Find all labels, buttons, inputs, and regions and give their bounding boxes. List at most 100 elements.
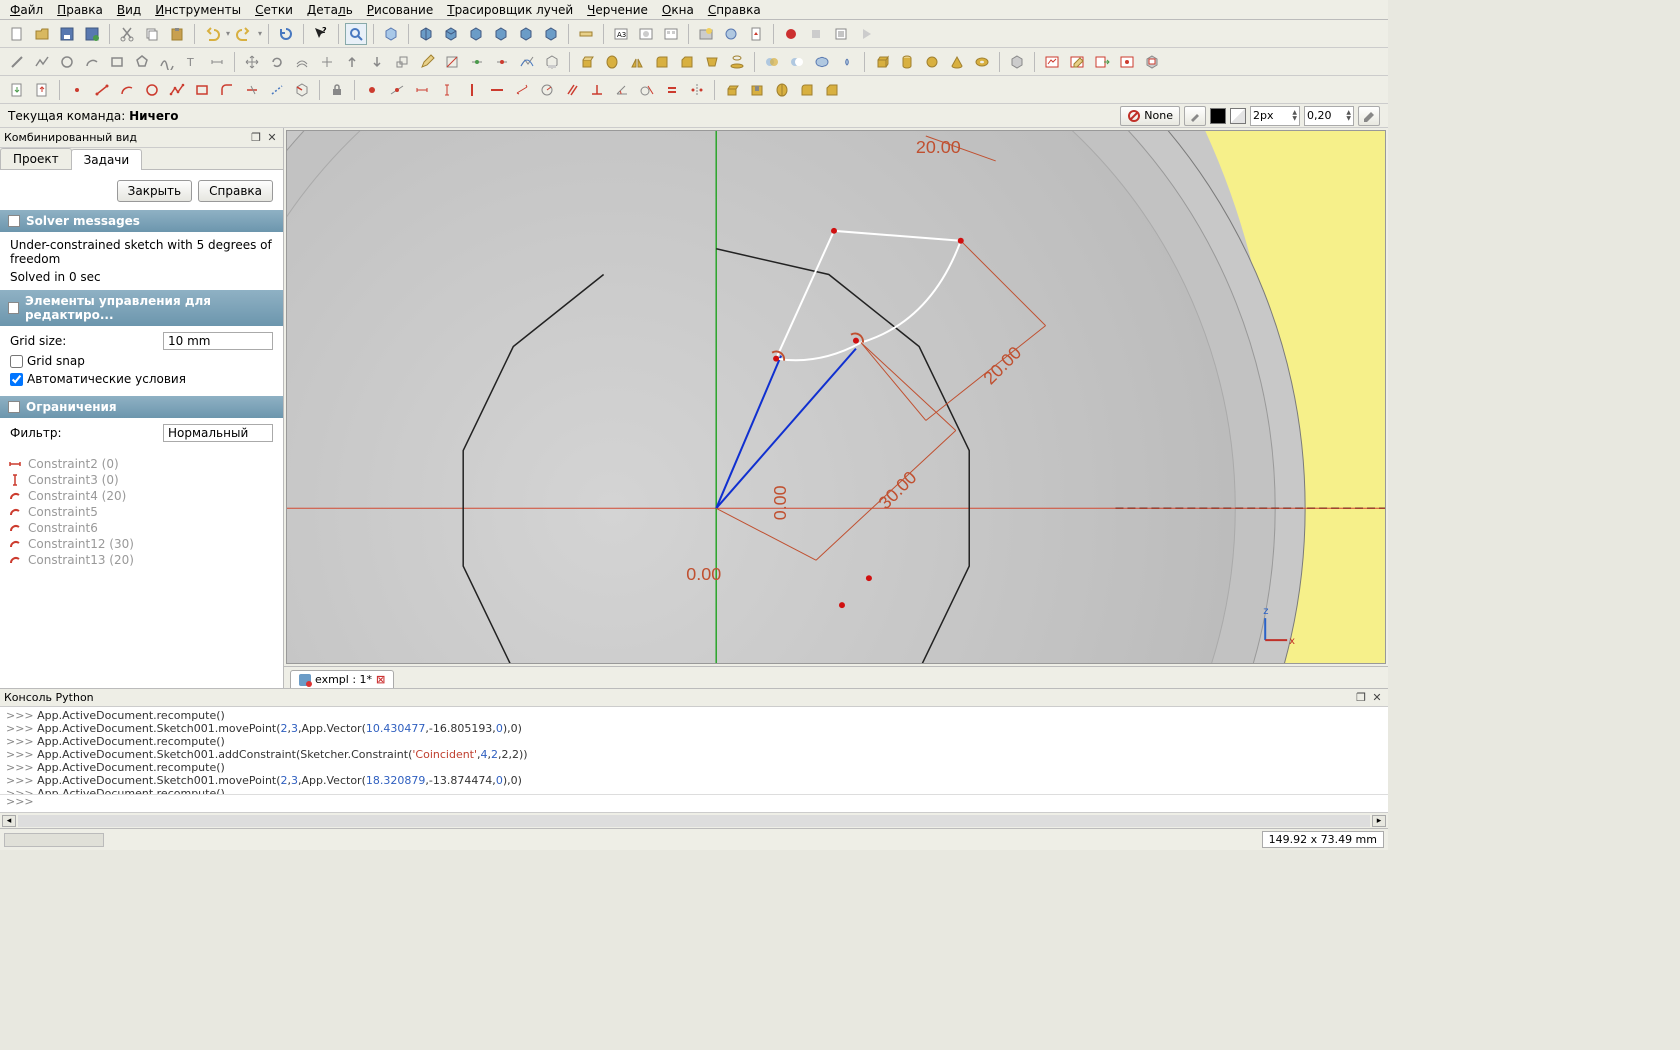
panel-close-icon[interactable]: ✕ <box>265 131 279 145</box>
refresh-icon[interactable] <box>275 23 297 45</box>
draft-upgrade-icon[interactable] <box>341 51 363 73</box>
edit-controls-header[interactable]: Элементы управления для редактиро... <box>0 290 283 326</box>
sk-external-icon[interactable] <box>291 79 313 101</box>
whats-this-icon[interactable]: ? <box>310 23 332 45</box>
constraint-item[interactable]: Constraint13 (20) <box>8 552 275 568</box>
panel-undock-icon[interactable]: ❐ <box>1354 691 1368 705</box>
open-file-icon[interactable] <box>31 23 53 45</box>
draft-bspline-icon[interactable] <box>156 51 178 73</box>
panel-close-icon[interactable]: ✕ <box>1370 691 1384 705</box>
sk-polyline-icon[interactable] <box>166 79 188 101</box>
view-right-icon[interactable] <box>465 23 487 45</box>
ray-new-icon[interactable] <box>695 23 717 45</box>
page-a3-icon[interactable]: A3 <box>610 23 632 45</box>
constraint-item[interactable]: Constraint4 (20) <box>8 488 275 504</box>
menu-mesh[interactable]: Сетки <box>255 3 293 17</box>
status-resize-handle[interactable] <box>4 833 104 847</box>
python-output[interactable]: >>> App.ActiveDocument.recompute()>>> Ap… <box>0 707 1388 794</box>
view-front-icon[interactable] <box>415 23 437 45</box>
sk-circle-icon[interactable] <box>141 79 163 101</box>
solver-section-header[interactable]: Solver messages <box>0 210 283 232</box>
view-top-icon[interactable] <box>440 23 462 45</box>
menu-tools[interactable]: Инструменты <box>155 3 241 17</box>
part-torus-icon[interactable] <box>971 51 993 73</box>
tab-tasks[interactable]: Задачи <box>71 149 143 170</box>
draft-rotate-icon[interactable] <box>266 51 288 73</box>
cons-distx-icon[interactable] <box>411 79 433 101</box>
sk-rect-icon[interactable] <box>191 79 213 101</box>
save-as-icon[interactable] <box>81 23 103 45</box>
sketch-view-icon[interactable] <box>1116 51 1138 73</box>
part-mirror-icon[interactable] <box>626 51 648 73</box>
cons-equal-icon[interactable] <box>661 79 683 101</box>
cons-symmetric-icon[interactable] <box>686 79 708 101</box>
undo-icon[interactable] <box>201 23 223 45</box>
cons-lock-icon[interactable] <box>326 79 348 101</box>
draft-move-icon[interactable] <box>241 51 263 73</box>
draft-rect-icon[interactable] <box>106 51 128 73</box>
menu-windows[interactable]: Окна <box>662 3 694 17</box>
macro-play-icon[interactable] <box>855 23 877 45</box>
brush-style-button[interactable] <box>1184 106 1206 126</box>
cons-parallel-icon[interactable] <box>561 79 583 101</box>
cons-disty-icon[interactable] <box>436 79 458 101</box>
part-extrude-icon[interactable] <box>576 51 598 73</box>
constraint-item[interactable]: Constraint3 (0) <box>8 472 275 488</box>
3d-viewport[interactable]: 20.0020.0030.000.000.00 z x <box>286 130 1386 664</box>
draft-arc-icon[interactable] <box>81 51 103 73</box>
page-view-icon[interactable] <box>635 23 657 45</box>
part-common-icon[interactable] <box>836 51 858 73</box>
draft-none-button[interactable]: None <box>1120 106 1180 126</box>
pd-chamfer-icon[interactable] <box>821 79 843 101</box>
draft-offset-icon[interactable] <box>291 51 313 73</box>
cons-coincident-icon[interactable] <box>361 79 383 101</box>
line-color-swatch[interactable] <box>1210 108 1226 124</box>
save-icon[interactable] <box>56 23 78 45</box>
draft-text-icon[interactable]: T <box>181 51 203 73</box>
scroll-left-icon[interactable]: ◂ <box>2 815 16 827</box>
draft-delpoint-icon[interactable] <box>491 51 513 73</box>
grid-size-input[interactable] <box>163 332 273 350</box>
zoom-fit-icon[interactable] <box>345 23 367 45</box>
pd-pocket-icon[interactable] <box>746 79 768 101</box>
pd-pad-icon[interactable] <box>721 79 743 101</box>
view-bottom-icon[interactable] <box>515 23 537 45</box>
view-rear-icon[interactable] <box>490 23 512 45</box>
draft-draw2sketch-icon[interactable] <box>441 51 463 73</box>
cons-vertical-icon[interactable] <box>461 79 483 101</box>
document-tab[interactable]: exmpl : 1* ⊠ <box>290 670 394 688</box>
draft-trim-icon[interactable] <box>316 51 338 73</box>
draft-downgrade-icon[interactable] <box>366 51 388 73</box>
paste-icon[interactable] <box>166 23 188 45</box>
python-input[interactable]: >>> <box>0 794 1388 812</box>
cons-radius-icon[interactable] <box>536 79 558 101</box>
cons-horizontal-icon[interactable] <box>486 79 508 101</box>
sketch-leave-icon[interactable] <box>1091 51 1113 73</box>
macro-rec-icon[interactable] <box>780 23 802 45</box>
snap-import-icon[interactable] <box>6 79 28 101</box>
page-ortho-icon[interactable] <box>660 23 682 45</box>
copy-icon[interactable] <box>141 23 163 45</box>
part-sphere-icon[interactable] <box>921 51 943 73</box>
new-file-icon[interactable] <box>6 23 28 45</box>
menu-draw[interactable]: Рисование <box>367 3 433 17</box>
part-shape-builder-icon[interactable] <box>1006 51 1028 73</box>
draft-shape2d-icon[interactable] <box>541 51 563 73</box>
filter-select[interactable] <box>163 424 273 442</box>
sk-trim-icon[interactable] <box>241 79 263 101</box>
macro-stop-icon[interactable] <box>805 23 827 45</box>
draft-dim-icon[interactable] <box>206 51 228 73</box>
measure-icon[interactable] <box>575 23 597 45</box>
draft-wire-icon[interactable] <box>31 51 53 73</box>
cut-icon[interactable] <box>116 23 138 45</box>
draft-circle-icon[interactable] <box>56 51 78 73</box>
part-chamfer-icon[interactable] <box>676 51 698 73</box>
cons-tangent-icon[interactable] <box>636 79 658 101</box>
line-width-spinner[interactable]: 2px▲▼ <box>1250 106 1300 126</box>
apply-style-button[interactable] <box>1358 106 1380 126</box>
tab-project[interactable]: Проект <box>0 148 72 169</box>
fill-color-swatch[interactable] <box>1230 108 1246 124</box>
constraint-item[interactable]: Constraint6 <box>8 520 275 536</box>
panel-undock-icon[interactable]: ❐ <box>249 131 263 145</box>
pd-revolution-icon[interactable] <box>771 79 793 101</box>
